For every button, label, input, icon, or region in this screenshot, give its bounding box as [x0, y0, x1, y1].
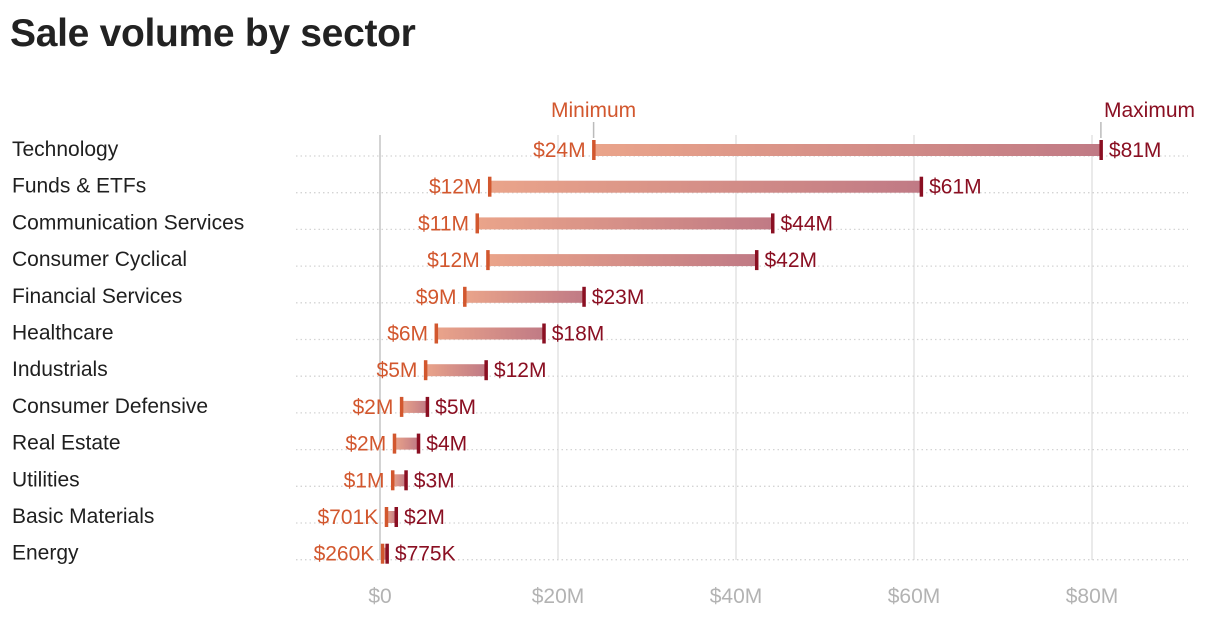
legend-minimum: Minimum	[551, 99, 636, 122]
category-label: Financial Services	[12, 285, 182, 308]
range-bar	[593, 144, 1101, 156]
min-marker	[423, 360, 428, 381]
max-value-label: $44M	[780, 212, 833, 235]
max-marker	[385, 543, 389, 564]
max-marker	[919, 176, 924, 197]
max-marker	[484, 360, 488, 381]
category-label: Communication Services	[12, 211, 244, 234]
x-tick-label: $20M	[532, 585, 585, 608]
min-value-label: $9M	[416, 286, 457, 309]
min-value-label: $12M	[427, 249, 480, 272]
min-marker	[384, 507, 389, 527]
category-label: Consumer Cyclical	[12, 248, 187, 271]
min-marker	[486, 250, 490, 271]
max-value-label: $23M	[592, 286, 645, 309]
max-marker	[770, 213, 775, 234]
max-value-label: $3M	[414, 469, 455, 492]
range-bar	[425, 364, 486, 377]
max-value-label: $18M	[552, 323, 605, 346]
bar-layer	[380, 140, 1103, 564]
min-marker	[487, 176, 492, 197]
min-value-label: $1M	[344, 469, 385, 492]
legend-maximum: Maximum	[1104, 99, 1195, 122]
range-bar	[401, 400, 428, 413]
category-label: Consumer Defensive	[12, 395, 208, 418]
min-value-label: $701K	[318, 506, 379, 529]
category-label: Basic Materials	[12, 505, 154, 528]
min-value-label: $260K	[314, 543, 375, 566]
min-marker	[475, 213, 480, 234]
max-marker	[542, 323, 546, 344]
min-value-label: $5M	[377, 359, 418, 382]
min-value-label: $2M	[345, 433, 386, 456]
range-bar	[382, 547, 387, 560]
max-marker	[582, 286, 586, 307]
range-bar	[477, 217, 773, 230]
max-value-label: $61M	[929, 176, 982, 199]
max-value-label: $5M	[435, 396, 476, 419]
max-marker	[416, 433, 421, 454]
max-value-label: $775K	[395, 543, 456, 566]
category-label: Technology	[12, 138, 119, 161]
range-bar	[487, 254, 757, 267]
range-bar	[394, 437, 419, 450]
category-label: Funds & ETFs	[12, 175, 146, 198]
min-marker	[399, 396, 404, 417]
max-marker	[754, 250, 759, 271]
range-bar	[464, 290, 584, 303]
max-value-label: $42M	[764, 249, 817, 272]
max-marker	[425, 396, 430, 417]
x-tick-label: $80M	[1066, 585, 1119, 608]
category-label: Real Estate	[12, 432, 121, 455]
x-tick-label: $60M	[888, 585, 941, 608]
x-tick-label: $40M	[710, 585, 763, 608]
range-bar	[392, 474, 406, 487]
category-label: Healthcare	[12, 322, 114, 345]
max-value-label: $81M	[1109, 139, 1162, 162]
category-label: Utilities	[12, 468, 80, 491]
x-tick-label: $0	[368, 585, 391, 608]
category-label: Energy	[12, 542, 79, 565]
chart-title: Sale volume by sector	[10, 12, 416, 55]
range-bar	[489, 180, 922, 193]
range-bar	[436, 327, 544, 340]
min-marker	[390, 470, 395, 491]
min-marker	[380, 543, 385, 564]
min-value-label: $12M	[429, 176, 482, 199]
max-marker	[404, 470, 408, 491]
min-marker	[592, 140, 596, 160]
min-value-label: $11M	[418, 212, 469, 235]
min-value-label: $2M	[353, 396, 394, 419]
min-marker	[392, 433, 397, 454]
min-marker	[434, 323, 439, 344]
min-value-label: $24M	[533, 139, 586, 162]
max-value-label: $4M	[426, 433, 467, 456]
range-bar	[386, 511, 397, 523]
min-marker	[463, 286, 467, 307]
max-value-label: $12M	[494, 359, 547, 382]
max-value-label: $2M	[404, 506, 445, 529]
min-value-label: $6M	[387, 323, 428, 346]
max-marker	[1099, 140, 1103, 160]
category-label: Industrials	[12, 358, 108, 381]
max-marker	[394, 507, 399, 527]
label-layer: $0 $20M $40M $60M $80M Minimum Maximum Technolo…	[12, 99, 1195, 608]
